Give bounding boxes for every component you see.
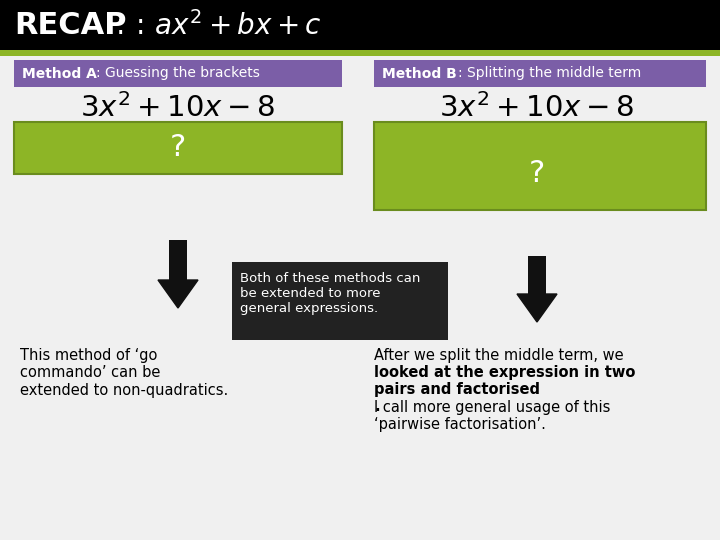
Text: looked at the expression in two
pairs and factorised: looked at the expression in two pairs an…	[374, 365, 635, 397]
Bar	[374, 122, 706, 210]
Text: $3x^2 + 10x - 8$: $3x^2 + 10x - 8$	[81, 93, 276, 123]
Text: .: .	[374, 399, 379, 414]
Text: Method A: Method A	[22, 66, 97, 80]
Bar	[14, 122, 342, 174]
Text: : Splitting the middle term: : Splitting the middle term	[458, 66, 642, 80]
Text: After we split the middle term, we: After we split the middle term, we	[374, 348, 624, 363]
Polygon shape	[158, 280, 198, 308]
Text: : Guessing the brackets: : Guessing the brackets	[96, 66, 260, 80]
Bar	[0, 50, 720, 56]
Text: This method of ‘go
commando’ can be
extended to non-quadratics.: This method of ‘go commando’ can be exte…	[20, 348, 228, 398]
Text: Both of these methods can
be extended to more
general expressions.: Both of these methods can be extended to…	[240, 272, 420, 315]
Text: ?: ?	[529, 159, 545, 188]
Text: $:: \, ax^2 + bx + c$: $:: \, ax^2 + bx + c$	[110, 11, 322, 41]
Bar	[0, 0, 720, 50]
Bar	[169, 240, 187, 280]
Text: Method B: Method B	[382, 66, 456, 80]
Bar	[14, 60, 342, 87]
Text: RECAP: RECAP	[14, 11, 127, 40]
Polygon shape	[517, 294, 557, 322]
Text: I call more general usage of this
‘pairwise factorisation’.: I call more general usage of this ‘pairw…	[374, 400, 611, 433]
Bar	[374, 60, 706, 87]
Text: $3x^2 + 10x - 8$: $3x^2 + 10x - 8$	[439, 93, 634, 123]
Bar	[528, 256, 546, 294]
Bar	[232, 262, 448, 340]
Text: ?: ?	[170, 133, 186, 163]
